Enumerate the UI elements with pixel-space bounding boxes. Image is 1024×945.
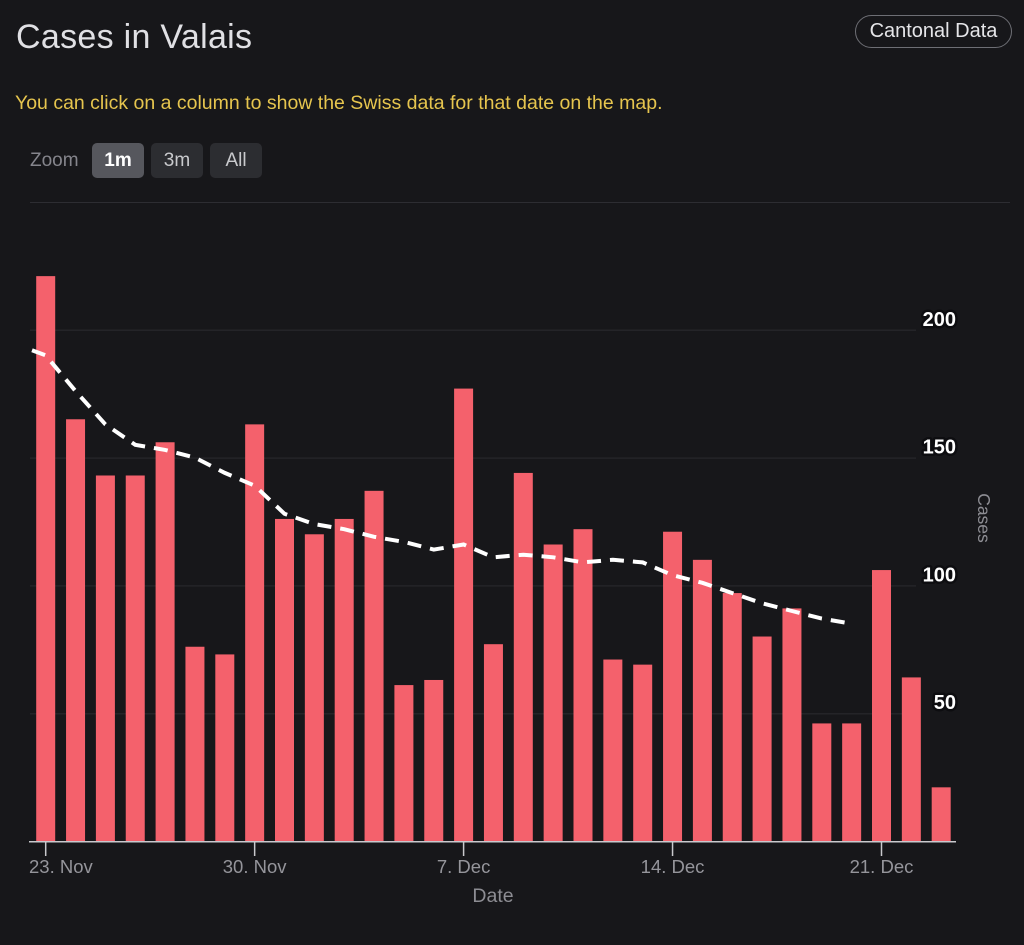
y-axis-tick-label-150: 150 (923, 437, 956, 459)
bar-column-4-dec[interactable] (364, 490, 384, 841)
page-title: Cases in Valais (16, 18, 253, 56)
bar-column-3-dec[interactable] (334, 518, 354, 841)
bar-column-21-dec[interactable] (872, 570, 891, 841)
zoom-option-all[interactable]: All (210, 143, 262, 178)
bar-column-5-dec[interactable] (394, 685, 414, 841)
seven-day-average-line (31, 348, 853, 626)
x-axis-tick-label-14-dec: 14. Dec (641, 856, 705, 877)
bar-column-27-nov[interactable] (155, 442, 175, 841)
header-separator (30, 202, 1010, 203)
bar-column-29-nov[interactable] (215, 654, 235, 841)
zoom-label: Zoom (30, 150, 79, 171)
bar-column-24-nov[interactable] (66, 419, 86, 841)
bar-column-14-dec[interactable] (663, 531, 683, 841)
x-axis-tick-label-23-nov: 23. Nov (29, 856, 94, 877)
bar-column-18-dec[interactable] (782, 608, 802, 841)
x-axis-title: Date (472, 885, 513, 907)
y-axis-tick-label-200: 200 (923, 309, 956, 331)
bar-column-1-dec[interactable] (275, 518, 294, 841)
y-axis-title: Cases (974, 493, 994, 543)
x-axis-tick-label-7-dec: 7. Dec (437, 856, 490, 877)
bar-column-6-dec[interactable] (424, 679, 444, 841)
bar-column-2-dec[interactable] (304, 534, 324, 841)
bar-column-19-dec[interactable] (812, 723, 832, 841)
x-axis-tick-label-21-dec: 21. Dec (850, 856, 914, 877)
y-axis-tick-label-100: 100 (923, 564, 956, 586)
bar-column-30-nov[interactable] (245, 424, 265, 841)
y-axis-tick-label-50: 50 (934, 692, 956, 714)
bar-column-23-dec[interactable] (931, 787, 951, 841)
bar-column-28-nov[interactable] (185, 646, 205, 841)
bar-column-12-dec[interactable] (603, 659, 623, 841)
bar-column-17-dec[interactable] (752, 636, 772, 841)
bar-column-15-dec[interactable] (692, 559, 712, 841)
zoom-option-1m[interactable]: 1m (92, 143, 144, 178)
zoom-option-3m[interactable]: 3m (151, 143, 203, 178)
bar-column-16-dec[interactable] (722, 593, 742, 841)
x-axis-tick-label-30-nov: 30. Nov (223, 856, 288, 877)
bar-column-22-dec[interactable] (901, 677, 921, 841)
bar-column-26-nov[interactable] (125, 475, 145, 841)
bar-column-25-nov[interactable] (95, 475, 115, 841)
bar-column-23-nov[interactable] (36, 276, 56, 841)
bar-column-13-dec[interactable] (633, 664, 653, 841)
bar-column-11-dec[interactable] (573, 529, 593, 841)
hint-text: You can click on a column to show the Sw… (15, 92, 663, 114)
bar-column-10-dec[interactable] (543, 544, 563, 841)
bar-column-7-dec[interactable] (454, 388, 474, 841)
bar-column-8-dec[interactable] (483, 644, 503, 841)
bar-column-20-dec[interactable] (842, 723, 862, 841)
zoom-buttons-group: 1m 3m All (92, 143, 262, 178)
cantonal-data-button[interactable]: Cantonal Data (855, 15, 1012, 48)
bar-column-9-dec[interactable] (513, 472, 533, 841)
